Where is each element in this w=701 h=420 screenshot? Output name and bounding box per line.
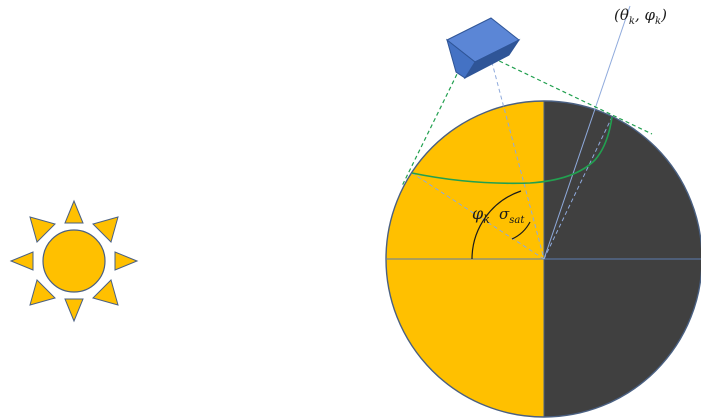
phi-label: φk — [472, 204, 490, 226]
direction-label: (θk, φk) — [614, 6, 667, 27]
fov-center-line — [489, 54, 545, 260]
sun-ray-top-right — [92, 216, 119, 243]
fov-left-line — [401, 67, 461, 187]
fov-right-line — [492, 57, 653, 135]
sun-icon — [9, 199, 139, 323]
fov-guides — [401, 54, 653, 260]
sun-ray-bottom — [64, 298, 84, 323]
visible-footprint-arc — [411, 116, 613, 185]
radius-to-right-edge — [543, 116, 613, 260]
sun-ray-bottom-right — [92, 279, 119, 306]
sun-ray-right — [114, 251, 139, 271]
sigma-label: σsat — [499, 205, 525, 226]
earth — [385, 100, 701, 418]
sigma-angle-arc — [511, 221, 531, 240]
radius-to-left-edge — [411, 172, 545, 260]
sun-ray-left — [9, 251, 34, 271]
sun-ray-bottom-left — [29, 279, 56, 306]
sun-ray-top-left — [29, 216, 56, 243]
viewing-direction-line — [543, 5, 631, 260]
phi-angle-arc — [471, 190, 522, 260]
satellite-front-face — [446, 38, 476, 79]
sun-ray-top — [64, 199, 84, 224]
sun-disc — [42, 229, 106, 293]
satellite-icon — [446, 17, 521, 80]
